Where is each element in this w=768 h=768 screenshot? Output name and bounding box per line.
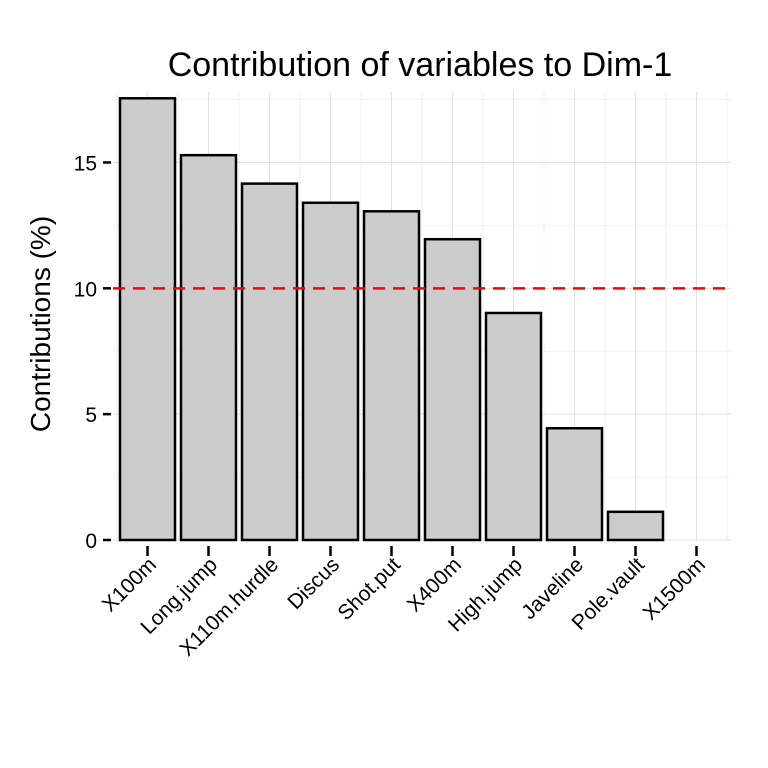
- bar-discus: [301, 201, 360, 542]
- x-tick-label: Shot.put: [333, 553, 405, 625]
- chart-title: Contribution of variables to Dim-1: [168, 46, 673, 84]
- y-tick-label: 0: [85, 530, 97, 553]
- bar-x100m: [118, 97, 177, 542]
- bars: [118, 97, 665, 542]
- y-tick-label: 15: [74, 152, 97, 175]
- bar-javeline: [545, 427, 604, 542]
- y-tick-label: 5: [85, 404, 97, 427]
- bar-x400m: [423, 237, 482, 542]
- bar-high-jump: [484, 311, 543, 542]
- bar-long-jump: [179, 153, 238, 542]
- x-tick-label: Discus: [283, 553, 344, 614]
- bar-pole-vault: [606, 510, 665, 542]
- bar-shot-put: [362, 210, 421, 542]
- y-axis-label: Contributions (%): [25, 216, 56, 432]
- bar-x110m-hurdle: [240, 182, 299, 542]
- x-tick-label: X1500m: [638, 553, 710, 625]
- y-tick-label: 10: [74, 278, 97, 301]
